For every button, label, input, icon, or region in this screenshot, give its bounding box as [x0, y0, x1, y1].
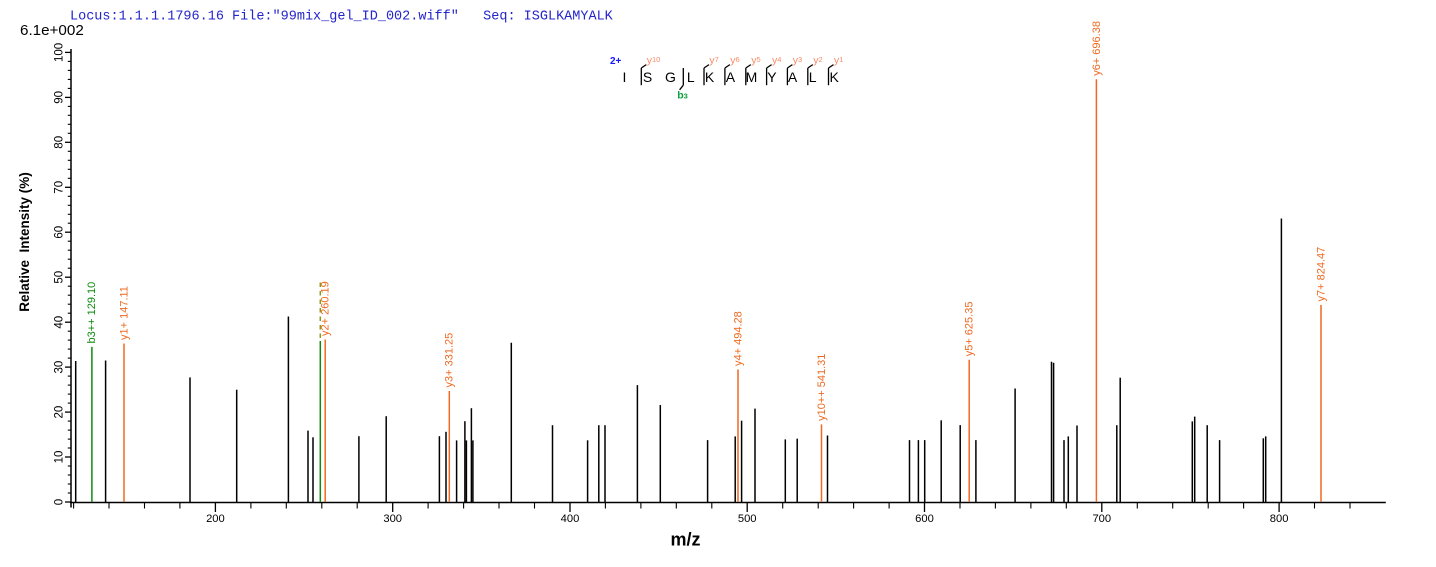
svg-text:y3: y3 [793, 55, 802, 67]
svg-text:Locus:1.1.1.1796.16 File:"99mi: Locus:1.1.1.1796.16 File:"99mix_gel_ID_0… [70, 10, 614, 25]
svg-text:b3: b3 [677, 89, 688, 101]
svg-text:60: 60 [54, 226, 66, 239]
svg-text:0: 0 [54, 499, 66, 505]
svg-text:A: A [788, 69, 798, 85]
svg-text:20: 20 [54, 406, 66, 419]
svg-text:40: 40 [54, 316, 66, 329]
svg-text:y4+ 494.28: y4+ 494.28 [732, 311, 744, 366]
svg-text:y4: y4 [772, 55, 781, 67]
svg-text:y7+ 824.47: y7+ 824.47 [1315, 247, 1327, 302]
svg-text:2+: 2+ [610, 56, 622, 67]
svg-text:Y: Y [767, 69, 777, 85]
svg-text:y6: y6 [730, 55, 739, 67]
svg-text:I: I [622, 69, 626, 85]
svg-text:Relative Intensity (%): Relative Intensity (%) [17, 172, 32, 312]
svg-text:L: L [687, 69, 695, 85]
svg-text:300: 300 [383, 513, 402, 525]
svg-text:y7: y7 [709, 55, 718, 67]
svg-text:K: K [830, 69, 840, 85]
svg-text:6.1e+002: 6.1e+002 [20, 22, 84, 39]
svg-text:m/z: m/z [670, 530, 700, 550]
svg-text:y5: y5 [751, 55, 760, 67]
svg-text:90: 90 [54, 91, 66, 104]
svg-text:100: 100 [54, 43, 66, 62]
svg-text:500: 500 [738, 513, 757, 525]
svg-text:S: S [643, 69, 652, 85]
svg-text:10: 10 [54, 451, 66, 464]
svg-text:G: G [665, 69, 676, 85]
svg-text:50: 50 [54, 271, 66, 284]
svg-text:y1+ 147.11: y1+ 147.11 [118, 286, 130, 340]
svg-text:y5+ 625.35: y5+ 625.35 [964, 302, 976, 357]
svg-text:A: A [726, 69, 736, 85]
svg-text:y1: y1 [834, 55, 843, 67]
svg-text:y10: y10 [647, 55, 661, 67]
svg-text:y3+ 331.25: y3+ 331.25 [444, 333, 456, 388]
svg-text:K: K [705, 69, 715, 85]
svg-text:600: 600 [915, 513, 934, 525]
svg-text:y6+ 696.38: y6+ 696.38 [1091, 21, 1103, 76]
svg-text:L: L [809, 69, 817, 85]
svg-text:80: 80 [54, 136, 66, 149]
svg-text:70: 70 [54, 181, 66, 194]
svg-text:y2: y2 [813, 55, 822, 67]
svg-text:y10++ 541.31: y10++ 541.31 [816, 354, 828, 421]
svg-text:400: 400 [561, 513, 580, 525]
svg-text:30: 30 [54, 361, 66, 374]
svg-text:200: 200 [206, 513, 225, 525]
svg-text:b3++ 129.10: b3++ 129.10 [86, 282, 98, 344]
svg-text:800: 800 [1270, 513, 1289, 525]
svg-text:700: 700 [1092, 513, 1111, 525]
svg-text:y2+ 260.19: y2+ 260.19 [320, 281, 332, 336]
svg-text:M: M [746, 69, 758, 85]
